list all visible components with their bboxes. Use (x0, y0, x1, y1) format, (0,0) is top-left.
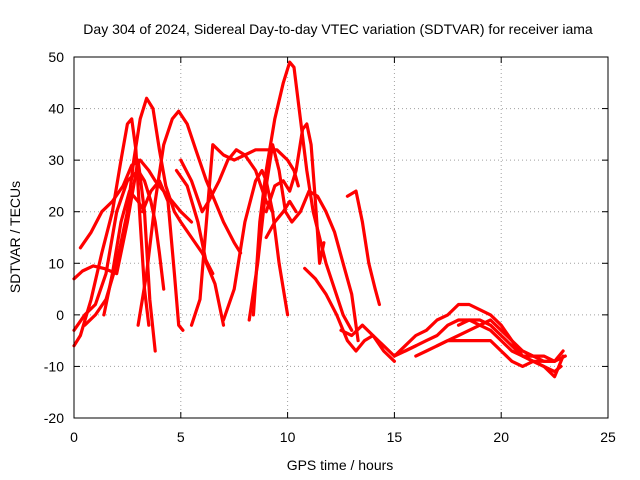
y-tick-label: 20 (48, 204, 64, 220)
chart-title: Day 304 of 2024, Sidereal Day-to-day VTE… (83, 21, 593, 37)
plot-frame (73, 56, 609, 419)
x-tick-label: 20 (493, 429, 509, 445)
series-s23 (435, 339, 565, 379)
y-tick-label: 30 (48, 152, 64, 168)
x-tick-label: 25 (600, 429, 616, 445)
series-s12 (251, 60, 354, 332)
x-tick-label: 5 (177, 429, 185, 445)
series-s11 (174, 168, 226, 327)
series-s6 (102, 189, 147, 317)
axis-ticks: 0 5 10 15 20 25 -20 -10 0 10 20 30 40 50 (44, 49, 616, 445)
series-s18 (345, 189, 381, 307)
series-s14 (247, 143, 360, 343)
y-tick-label: 50 (48, 49, 64, 65)
series-s7 (136, 109, 243, 327)
data-series (72, 60, 567, 379)
series-s8 (140, 179, 185, 332)
x-axis-label: GPS time / hours (287, 457, 394, 473)
series-s9 (189, 143, 300, 327)
y-tick-label: 40 (48, 101, 64, 117)
series-s3 (72, 117, 151, 348)
x-tick-label: 15 (387, 429, 403, 445)
y-tick-label: -10 (44, 358, 64, 374)
series-s24 (456, 318, 565, 363)
y-axis-label: SDTVAR / TECUs (7, 181, 23, 293)
y-tick-label: 10 (48, 255, 64, 271)
x-tick-label: 10 (280, 429, 296, 445)
y-tick-label: -20 (44, 410, 64, 426)
y-tick-label: 0 (56, 307, 64, 323)
x-tick-label: 0 (70, 429, 78, 445)
series-s19 (339, 323, 418, 358)
series-s10 (179, 148, 275, 214)
series-s15 (264, 199, 298, 240)
series-s17 (303, 266, 396, 363)
series-s16 (221, 168, 290, 322)
